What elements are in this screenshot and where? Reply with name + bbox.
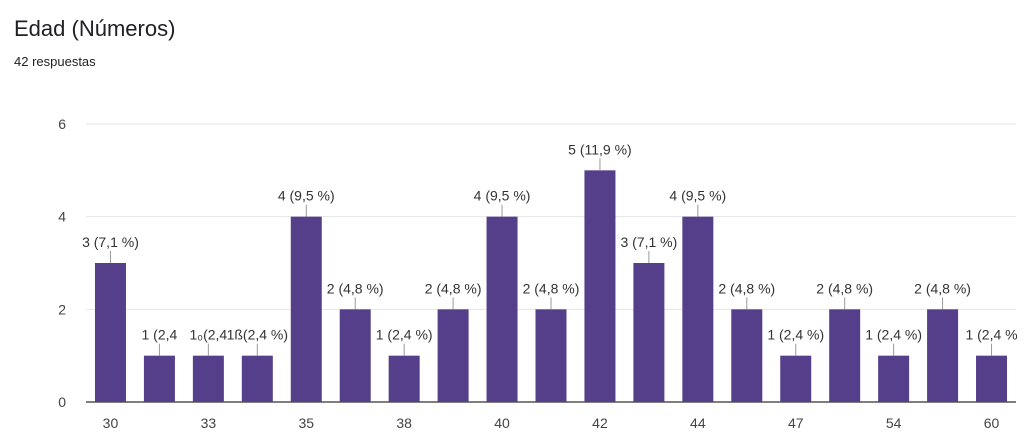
x-tick-label: 38: [396, 415, 412, 431]
bar: [437, 309, 469, 402]
data-label: 4 (9,5 %): [474, 188, 531, 204]
data-label: 1₀(2,4: [190, 327, 228, 343]
x-tick-label: 44: [690, 415, 706, 431]
x-tick-label: 33: [201, 415, 217, 431]
x-tick-label: 40: [494, 415, 510, 431]
x-tick-label: 47: [788, 415, 804, 431]
x-tick-label: 60: [984, 415, 1000, 431]
bar: [94, 263, 126, 402]
data-label: 2 (4,8 %): [425, 280, 482, 296]
data-label: 2 (4,8 %): [914, 280, 971, 296]
bar: [388, 355, 420, 402]
data-label: 1 (2,4: [142, 327, 178, 343]
bar: [339, 309, 371, 402]
bar: [584, 170, 616, 402]
y-tick-label: 0: [58, 394, 66, 410]
data-label: 5 (11,9 %): [568, 141, 632, 157]
data-label: 3 (7,1 %): [620, 234, 677, 250]
y-tick-label: 4: [58, 209, 66, 225]
x-tick-label: 35: [298, 415, 314, 431]
data-label: 1 (2,4 %): [376, 327, 433, 343]
bar: [878, 355, 910, 402]
bar: [780, 355, 812, 402]
data-label: 1ß(2,4 %): [227, 327, 288, 343]
data-label: 2 (4,8 %): [718, 280, 775, 296]
bar: [633, 263, 665, 402]
bar: [829, 309, 861, 402]
x-tick-label: 42: [592, 415, 608, 431]
data-label: 4 (9,5 %): [669, 188, 726, 204]
data-label: 2 (4,8 %): [816, 280, 873, 296]
bar: [192, 355, 224, 402]
bar: [290, 216, 322, 402]
data-label: 1 (2,4 %): [865, 327, 922, 343]
bar: [486, 216, 518, 402]
bar: [731, 309, 763, 402]
bar: [682, 216, 714, 402]
y-tick-label: 2: [58, 301, 66, 317]
data-label: 1 (2,4 %): [767, 327, 824, 343]
response-count: 42 respuestas: [14, 54, 96, 69]
bar: [143, 355, 175, 402]
data-label: 1 (2,4 %: [965, 327, 1017, 343]
y-tick-label: 6: [58, 116, 66, 132]
bar: [241, 355, 273, 402]
bar: [927, 309, 959, 402]
data-label: 2 (4,8 %): [327, 280, 384, 296]
bar: [976, 355, 1008, 402]
x-tick-label: 54: [886, 415, 902, 431]
data-label: 3 (7,1 %): [82, 234, 139, 250]
bar: [535, 309, 567, 402]
x-tick-label: 30: [103, 415, 119, 431]
chart-title: Edad (Números): [14, 16, 176, 41]
data-label: 4 (9,5 %): [278, 188, 335, 204]
data-label: 2 (4,8 %): [523, 280, 580, 296]
